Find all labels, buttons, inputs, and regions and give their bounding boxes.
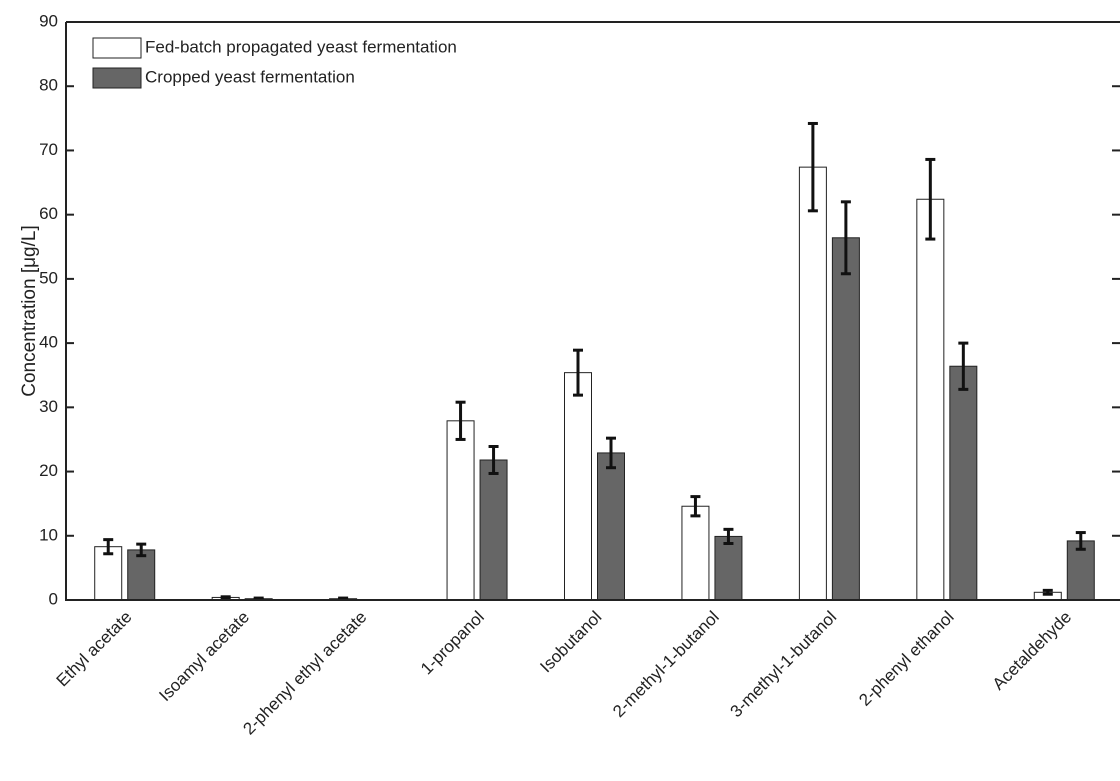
error-bar (136, 542, 147, 558)
error-bar (840, 200, 851, 276)
bar (831, 237, 860, 601)
y-tick-label: 10 (39, 525, 58, 544)
error-bar (220, 595, 231, 600)
legend-swatch (92, 67, 142, 89)
bar (597, 452, 625, 601)
y-tick-label: 40 (39, 333, 58, 352)
legend-swatch (92, 37, 142, 59)
error-bar (925, 157, 936, 241)
x-tick-label: 1-propanol (417, 607, 488, 678)
error-bar (723, 527, 734, 545)
bar (127, 549, 156, 601)
y-tick-label: 50 (39, 268, 58, 287)
x-tick-label: 2-methyl-1-butanol (609, 607, 723, 721)
bar (564, 372, 592, 601)
x-tick-label: 2-phenyl ethyl acetate (239, 607, 370, 738)
y-tick-label: 20 (39, 461, 58, 480)
x-tick-label: Isobutanol (536, 607, 605, 676)
y-tick-label: 30 (39, 397, 58, 416)
bar (714, 535, 743, 601)
bar (681, 505, 710, 601)
bar (446, 420, 475, 601)
y-tick-label: 70 (39, 140, 58, 159)
error-bar (455, 400, 466, 441)
x-tick-label: Ethyl acetate (53, 607, 136, 690)
legend-label: Fed-batch propagated yeast fermentation (145, 37, 457, 56)
legend-label: Cropped yeast fermentation (145, 67, 355, 86)
axis-frame (65, 21, 1120, 601)
bar (949, 365, 978, 601)
error-bar (103, 538, 114, 556)
y-tick-label: 80 (39, 76, 58, 95)
bar (916, 198, 945, 601)
x-tick-label: 3-methyl-1-butanol (727, 607, 841, 721)
bar (479, 459, 508, 601)
error-bar (807, 121, 818, 213)
x-tick-label: Acetaldehyde (989, 607, 1075, 693)
error-bar (958, 341, 969, 391)
error-bar (1042, 588, 1053, 596)
bar (798, 166, 827, 601)
y-axis-label: Concentration [μg/L] (19, 225, 40, 397)
y-tick-label: 60 (39, 204, 58, 223)
error-bar (573, 348, 583, 397)
y-tick-label: 90 (39, 11, 58, 30)
error-bar (690, 495, 701, 518)
error-bar (1075, 531, 1086, 551)
y-tick-label: 0 (49, 589, 58, 608)
x-tick-label: Isoamyl acetate (155, 607, 253, 705)
error-bar (606, 436, 616, 470)
x-tick-label: 2-phenyl ethanol (855, 607, 957, 709)
error-bar (488, 445, 499, 475)
